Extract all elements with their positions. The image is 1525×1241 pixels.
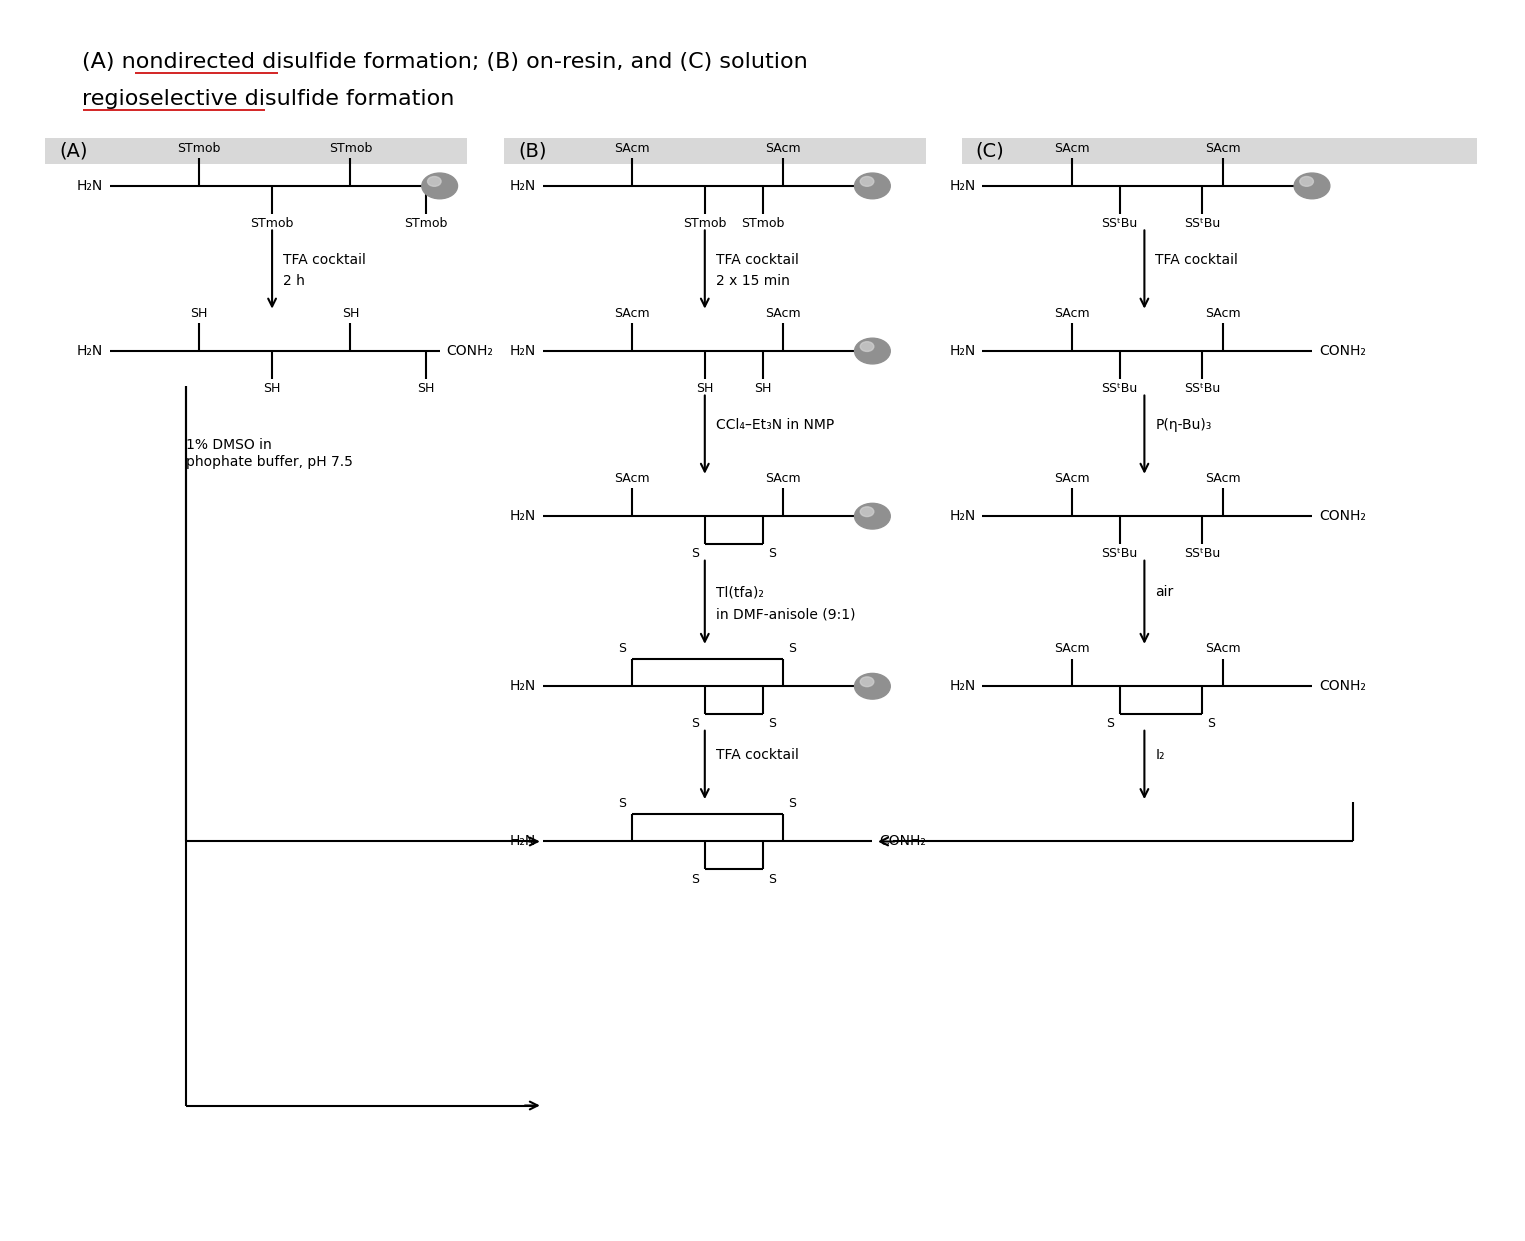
- Text: (C): (C): [976, 141, 1003, 161]
- Text: SSᵗBu: SSᵗBu: [1183, 547, 1220, 560]
- Text: S: S: [619, 798, 627, 810]
- Circle shape: [854, 339, 891, 364]
- Text: 1% DMSO in: 1% DMSO in: [186, 438, 271, 452]
- Circle shape: [860, 676, 874, 686]
- Text: S: S: [1106, 717, 1115, 731]
- Text: Tl(tfa)₂: Tl(tfa)₂: [715, 586, 764, 599]
- Text: 2 x 15 min: 2 x 15 min: [715, 274, 790, 288]
- Text: CONH₂: CONH₂: [1319, 509, 1366, 524]
- Text: S: S: [1208, 717, 1215, 731]
- Text: S: S: [769, 717, 776, 731]
- Text: SSᵗBu: SSᵗBu: [1101, 382, 1138, 395]
- Text: SAcm: SAcm: [1205, 307, 1240, 320]
- Text: SH: SH: [753, 382, 772, 395]
- Text: 2 h: 2 h: [284, 274, 305, 288]
- Text: S: S: [691, 717, 700, 731]
- Text: air: air: [1156, 586, 1174, 599]
- Text: H₂N: H₂N: [949, 344, 976, 359]
- Circle shape: [854, 504, 891, 529]
- Text: SH: SH: [264, 382, 281, 395]
- Text: STmob: STmob: [329, 141, 372, 155]
- Text: (A) nondirected disulfide formation; (B) on-resin, and (C) solution: (A) nondirected disulfide formation; (B)…: [82, 52, 808, 72]
- Text: SH: SH: [342, 307, 358, 320]
- Text: SAcm: SAcm: [766, 141, 801, 155]
- Text: S: S: [788, 798, 796, 810]
- Text: SAcm: SAcm: [1205, 141, 1240, 155]
- Text: S: S: [769, 872, 776, 886]
- Bar: [505, 139, 926, 164]
- Text: SH: SH: [418, 382, 435, 395]
- Text: TFA cocktail: TFA cocktail: [715, 253, 799, 267]
- Text: SAcm: SAcm: [1054, 141, 1089, 155]
- Text: in DMF-anisole (9:1): in DMF-anisole (9:1): [715, 607, 856, 620]
- Text: SAcm: SAcm: [1054, 472, 1089, 485]
- Text: SH: SH: [695, 382, 714, 395]
- Circle shape: [427, 176, 441, 186]
- Text: CONH₂: CONH₂: [1319, 344, 1366, 359]
- Text: SSᵗBu: SSᵗBu: [1183, 217, 1220, 230]
- Text: SAcm: SAcm: [615, 307, 650, 320]
- Text: (A): (A): [59, 141, 87, 161]
- Text: CONH₂: CONH₂: [1319, 679, 1366, 694]
- Text: SAcm: SAcm: [1054, 307, 1089, 320]
- Text: SAcm: SAcm: [1205, 472, 1240, 485]
- Text: SAcm: SAcm: [1054, 642, 1089, 655]
- Text: H₂N: H₂N: [76, 179, 104, 192]
- Text: STmob: STmob: [250, 217, 294, 230]
- Text: CONH₂: CONH₂: [880, 834, 926, 849]
- Text: SAcm: SAcm: [615, 472, 650, 485]
- Bar: [46, 139, 467, 164]
- Text: S: S: [788, 642, 796, 655]
- Text: TFA cocktail: TFA cocktail: [284, 253, 366, 267]
- Circle shape: [854, 674, 891, 699]
- Text: H₂N: H₂N: [949, 679, 976, 694]
- Text: SAcm: SAcm: [615, 141, 650, 155]
- Text: SH: SH: [191, 307, 207, 320]
- Text: S: S: [691, 547, 700, 560]
- Text: H₂N: H₂N: [76, 344, 104, 359]
- Circle shape: [422, 172, 457, 199]
- Text: STmob: STmob: [683, 217, 726, 230]
- Text: TFA cocktail: TFA cocktail: [1156, 253, 1238, 267]
- Text: CONH₂: CONH₂: [447, 344, 494, 359]
- Circle shape: [860, 176, 874, 186]
- Text: H₂N: H₂N: [509, 834, 535, 849]
- Text: SSᵗBu: SSᵗBu: [1183, 382, 1220, 395]
- Text: CCl₄–Et₃N in NMP: CCl₄–Et₃N in NMP: [715, 418, 834, 432]
- Circle shape: [860, 341, 874, 351]
- Text: P(η-Bu)₃: P(η-Bu)₃: [1156, 418, 1212, 432]
- Text: STmob: STmob: [177, 141, 221, 155]
- Text: SSᵗBu: SSᵗBu: [1101, 217, 1138, 230]
- Circle shape: [1295, 172, 1330, 199]
- Text: S: S: [619, 642, 627, 655]
- Text: regioselective disulfide formation: regioselective disulfide formation: [82, 89, 454, 109]
- Text: (B): (B): [518, 141, 546, 161]
- Text: H₂N: H₂N: [509, 179, 535, 192]
- Text: S: S: [769, 547, 776, 560]
- Text: SAcm: SAcm: [766, 307, 801, 320]
- Text: SAcm: SAcm: [1205, 642, 1240, 655]
- Text: TFA cocktail: TFA cocktail: [715, 748, 799, 762]
- Circle shape: [860, 506, 874, 516]
- Circle shape: [1299, 176, 1313, 186]
- Text: S: S: [691, 872, 700, 886]
- Text: H₂N: H₂N: [509, 344, 535, 359]
- Text: H₂N: H₂N: [509, 679, 535, 694]
- Text: H₂N: H₂N: [509, 509, 535, 524]
- Text: SSᵗBu: SSᵗBu: [1101, 547, 1138, 560]
- Text: H₂N: H₂N: [949, 509, 976, 524]
- Text: I₂: I₂: [1156, 748, 1165, 762]
- Text: SAcm: SAcm: [766, 472, 801, 485]
- Text: STmob: STmob: [404, 217, 448, 230]
- Bar: [962, 139, 1476, 164]
- Text: H₂N: H₂N: [949, 179, 976, 192]
- Text: phophate buffer, pH 7.5: phophate buffer, pH 7.5: [186, 454, 352, 469]
- Text: STmob: STmob: [741, 217, 784, 230]
- Circle shape: [854, 172, 891, 199]
